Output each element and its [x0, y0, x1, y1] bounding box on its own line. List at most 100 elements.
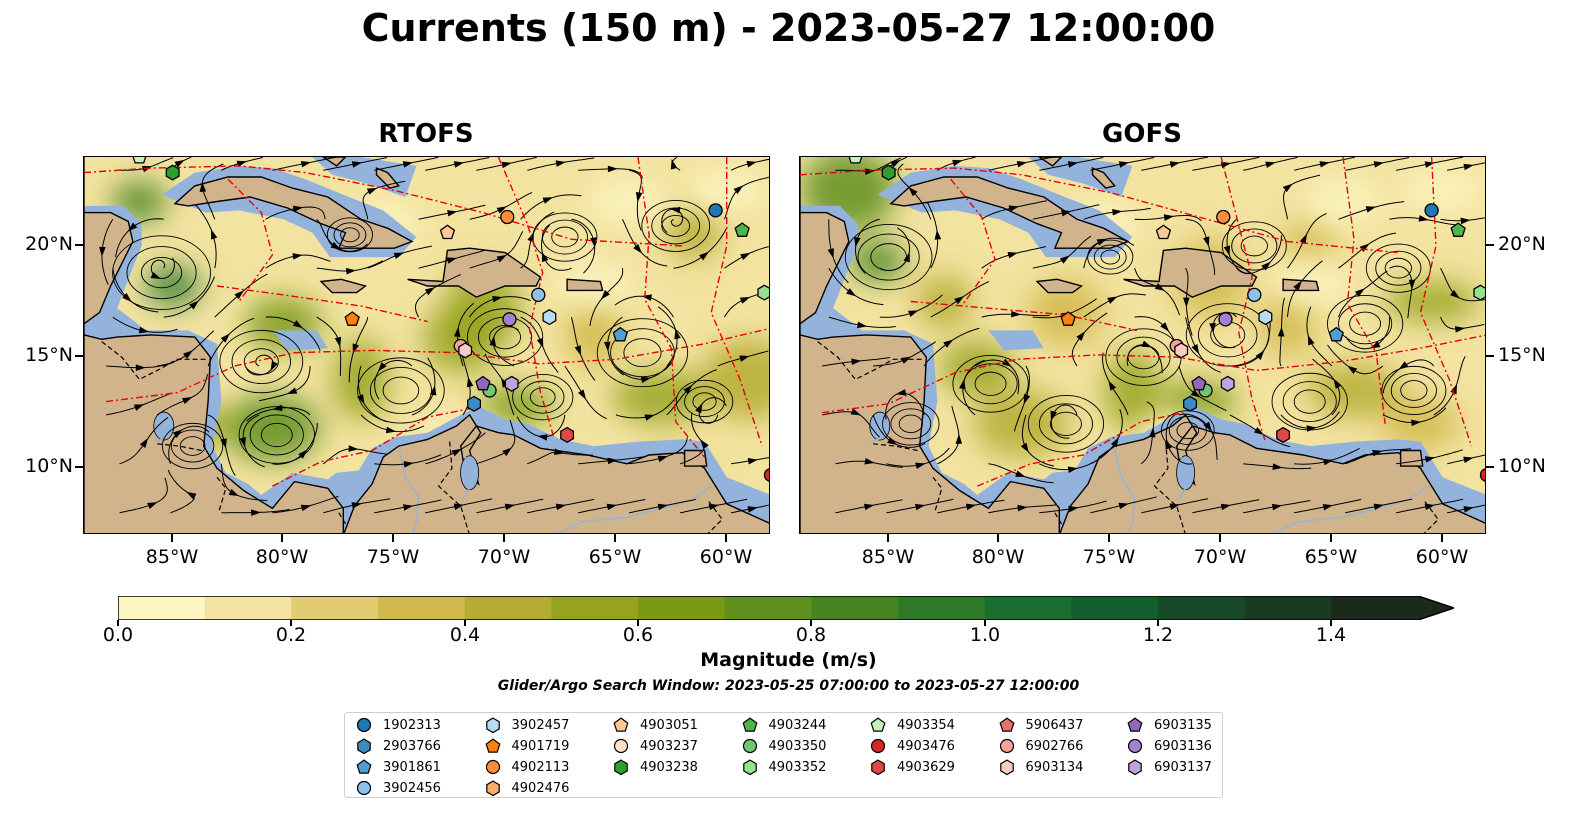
- colorbar-bin: [1071, 596, 1159, 620]
- colorbar-bin: [811, 596, 899, 620]
- eddy-ring: [1176, 421, 1200, 440]
- pentagon-marker-icon: [998, 717, 1015, 732]
- panel-title-rtofs: RTOFS: [378, 119, 474, 149]
- streamline-arrow: [234, 290, 245, 300]
- eddy-ring: [340, 227, 360, 243]
- streamline-arrow: [496, 254, 507, 263]
- streamline-arrow: [542, 197, 553, 204]
- float-marker-4903476: [763, 468, 769, 482]
- map-panel-rtofs[interactable]: [83, 156, 770, 534]
- x-tick-mark: [1108, 534, 1110, 542]
- float-marker-3902456: [1247, 287, 1262, 303]
- streamline-arrow: [1118, 161, 1130, 168]
- streamline-arrow: [220, 333, 230, 343]
- streamline-arrow: [600, 290, 610, 300]
- float-marker-3901861: [1328, 326, 1344, 342]
- streamline-arrow: [943, 339, 954, 348]
- streamline-arrow: [1322, 503, 1334, 511]
- legend-item-4903051: 4903051: [612, 715, 698, 735]
- streamline-arrow: [1017, 504, 1028, 512]
- float-marker-6903137: [1220, 375, 1235, 392]
- river: [1272, 485, 1428, 533]
- streamline-arrow: [1068, 505, 1079, 513]
- streamline-arrow: [377, 362, 387, 372]
- float-marker-4903354: [132, 157, 147, 164]
- streamline-arrow: [657, 503, 669, 511]
- streamline-arrow: [739, 296, 751, 304]
- legend-item-6903137: 6903137: [1126, 757, 1212, 777]
- streamline-arrow: [1282, 183, 1293, 193]
- x-tick-label: 85°W: [861, 546, 915, 568]
- streamline-arrow: [127, 222, 138, 232]
- streamline-arrow: [1011, 310, 1022, 318]
- float-marker-6903135: [1191, 375, 1207, 391]
- eddy-ring: [521, 380, 565, 414]
- streamline-arrow: [292, 320, 303, 329]
- legend-item-4903244: 4903244: [741, 715, 827, 735]
- streamline-arrow: [239, 436, 246, 448]
- streamline-arrow: [574, 345, 581, 356]
- float-marker-4902113: [1216, 209, 1231, 225]
- colorbar-tick-label: 1.0: [969, 624, 1001, 646]
- eddy-ring: [1027, 395, 1105, 453]
- streamline-arrow: [708, 503, 719, 511]
- float-marker-4903244: [734, 222, 750, 237]
- country-border: [1153, 441, 1186, 533]
- eddy-ring: [844, 224, 933, 291]
- legend-label: 3901861: [383, 759, 441, 775]
- eddy-ring: [857, 233, 920, 281]
- colorbar-tick-label: 1.4: [1315, 624, 1347, 646]
- land: [800, 211, 850, 325]
- streamline-arrow: [1450, 383, 1457, 395]
- streamline-arrow: [453, 161, 465, 168]
- front-line: [910, 300, 1138, 332]
- streamline-arrow: [747, 506, 758, 513]
- map-panel-gofs[interactable]: [799, 156, 1486, 534]
- lake: [153, 411, 175, 441]
- front-line: [216, 285, 428, 323]
- eddy-ring: [512, 374, 574, 421]
- eddy-ring: [1271, 372, 1348, 431]
- streamline-arrow: [641, 294, 652, 301]
- streamline-arrow: [138, 326, 150, 334]
- streamline-arrow: [1203, 236, 1210, 247]
- eddy-ring: [1093, 244, 1127, 270]
- colorbar-extend-arrow: [1418, 596, 1454, 620]
- land: [173, 176, 414, 249]
- x-tick-label: 75°W: [366, 546, 420, 568]
- y-tick-label: 20°N: [1498, 233, 1546, 255]
- x-tick-label: 65°W: [1304, 546, 1358, 568]
- streamline-arrow: [952, 159, 963, 167]
- colorbar-tick-mark: [464, 620, 466, 626]
- legend-label: 3902456: [383, 780, 441, 796]
- x-tick-label: 80°W: [255, 546, 309, 568]
- x-tick-mark: [281, 534, 283, 542]
- eddy-ring: [1240, 235, 1268, 257]
- float-marker-6903137: [504, 375, 519, 392]
- streamline-arrow: [1463, 456, 1474, 464]
- streamline-arrow: [1463, 506, 1474, 513]
- legend-item-6902766: 6902766: [998, 736, 1083, 756]
- front-line: [977, 412, 1184, 487]
- legend-label: 4903244: [768, 717, 827, 733]
- land: [566, 278, 604, 292]
- streamline-arrow: [1365, 206, 1377, 213]
- streamline-arrow: [300, 504, 312, 512]
- streamline-arrow: [644, 414, 655, 421]
- eddy-ring: [219, 329, 304, 394]
- streamline-arrow: [447, 210, 458, 217]
- colorbar-tick-mark: [290, 620, 292, 626]
- x-tick-label: 85°W: [145, 546, 199, 568]
- colorbar-tick-mark: [117, 620, 119, 626]
- float-marker-4903354: [848, 157, 863, 164]
- legend-item-6903134: 6903134: [998, 757, 1083, 777]
- eddy-ring: [231, 339, 291, 385]
- legend-item-4903238: 4903238: [612, 757, 698, 777]
- streamline-arrow: [453, 326, 461, 338]
- streamline-arrow: [1118, 502, 1129, 510]
- float-marker-4902113: [500, 209, 515, 225]
- streamline-arrow: [300, 160, 312, 168]
- float-marker-4903352: [1473, 284, 1485, 301]
- search-window-text: Glider/Argo Search Window: 2023-05-25 07…: [497, 678, 1080, 694]
- streamline-arrow: [915, 462, 926, 469]
